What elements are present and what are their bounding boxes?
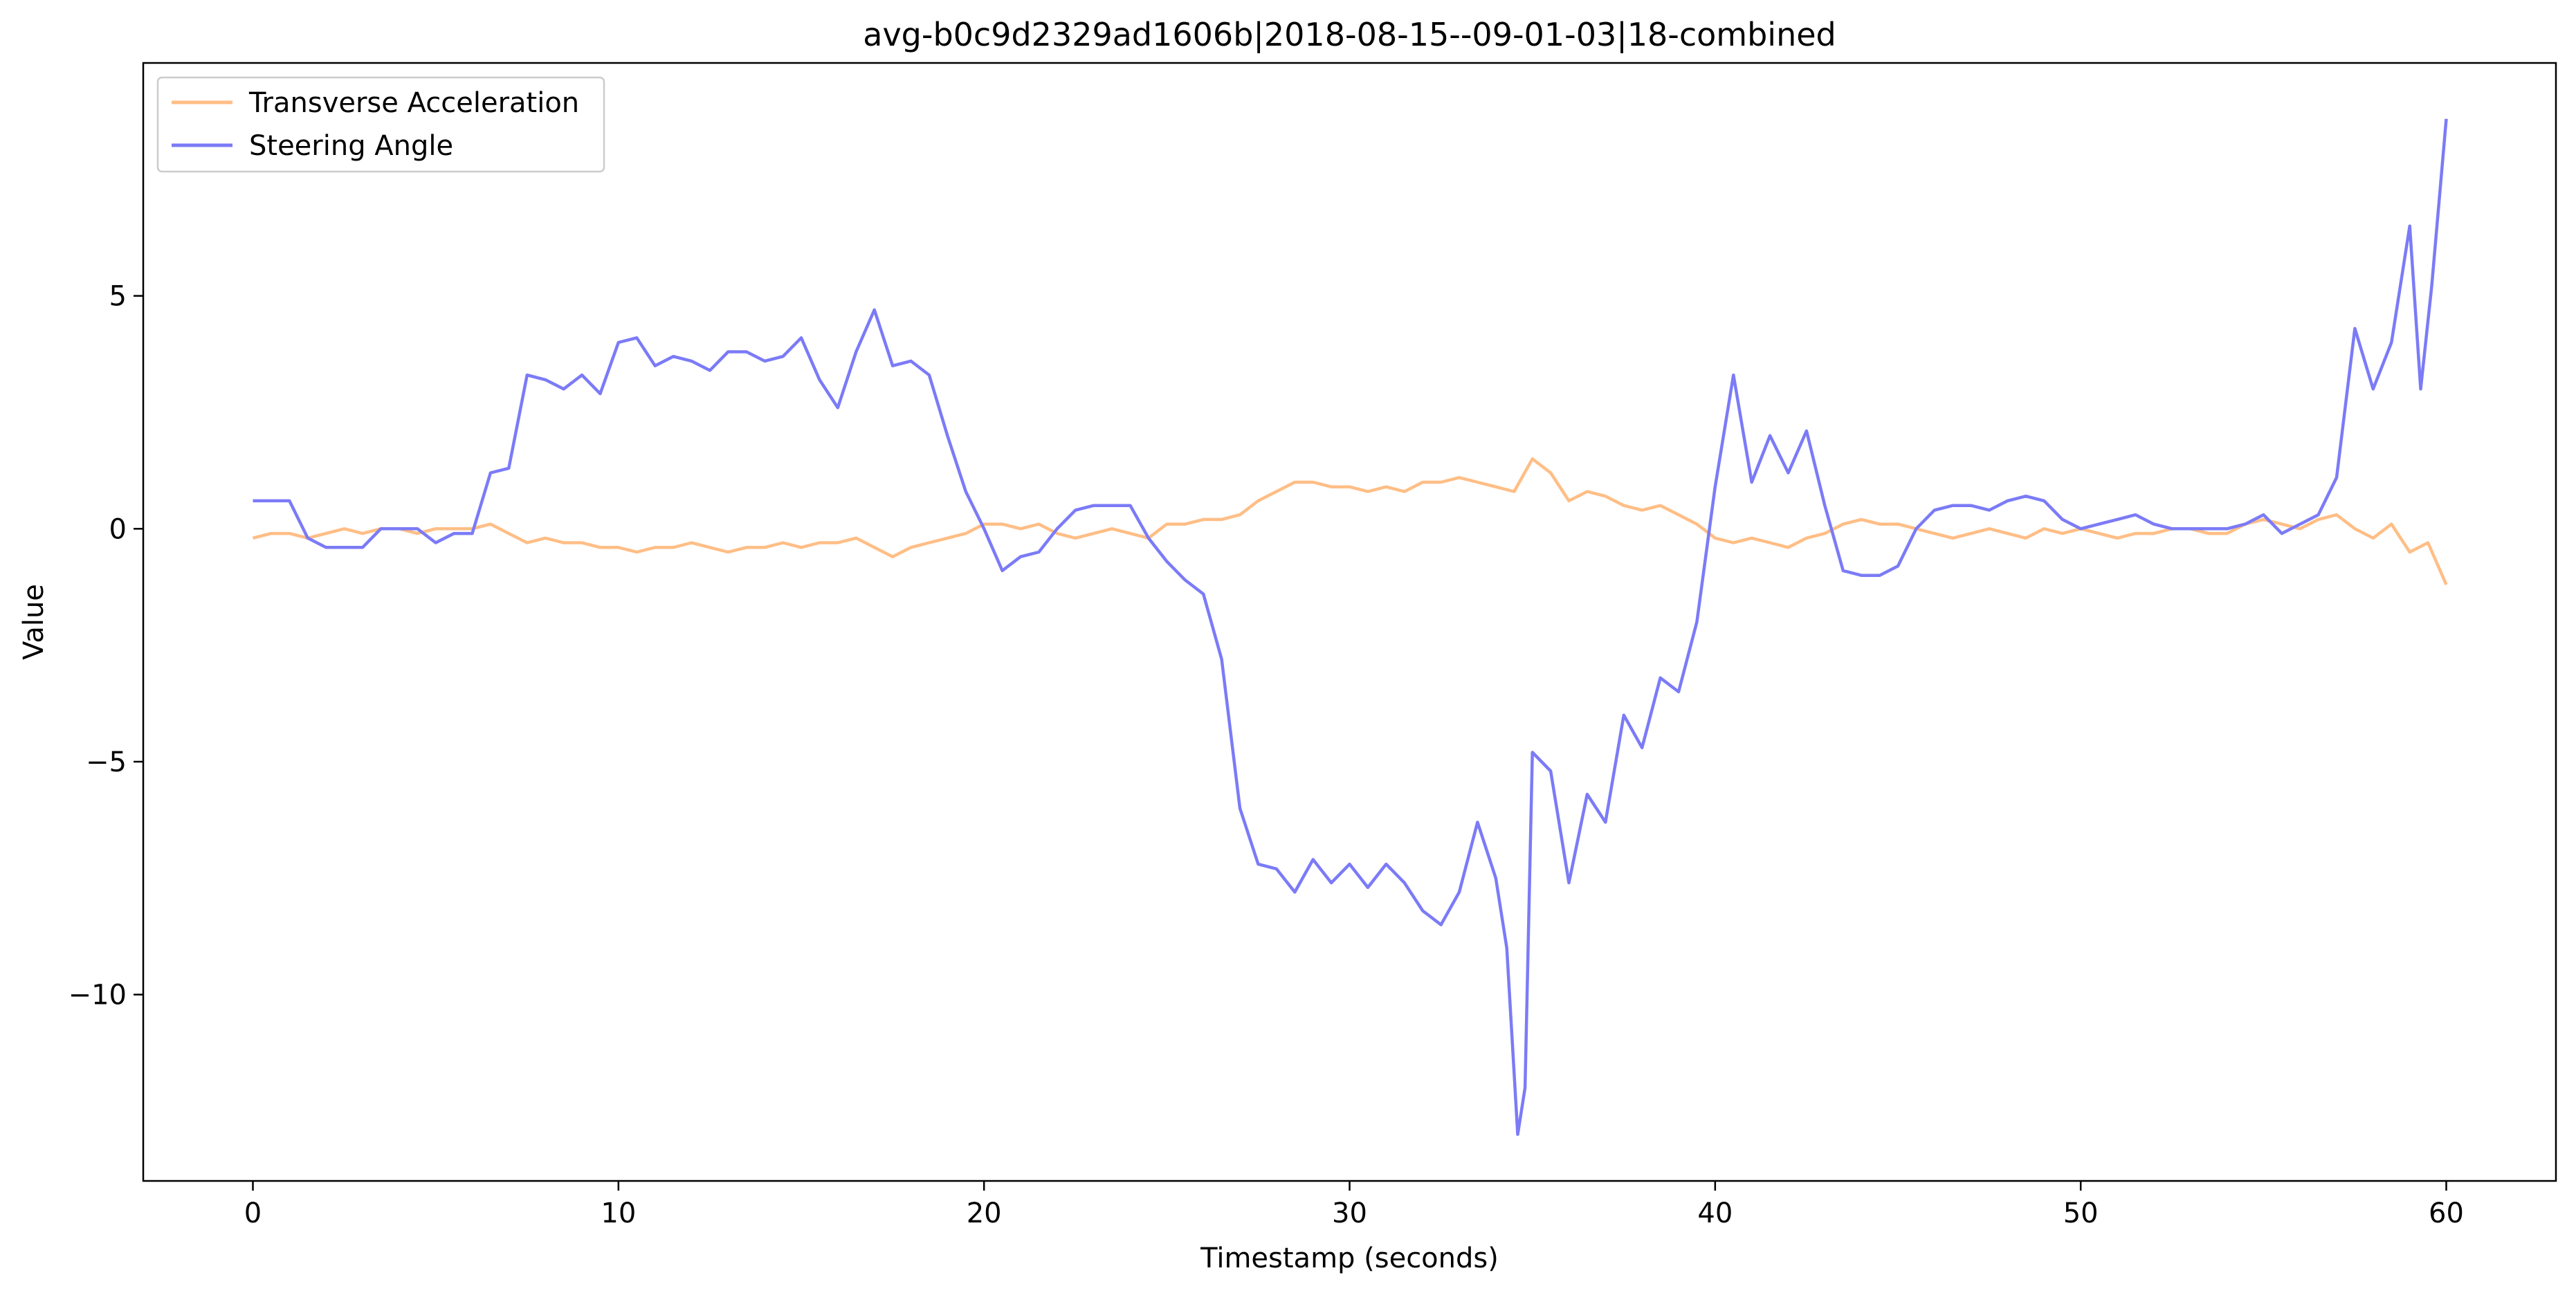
x-tick-label: 30 <box>1332 1198 1367 1229</box>
y-axis-label: Value <box>18 584 50 660</box>
x-tick-label: 0 <box>244 1198 262 1229</box>
legend-label-transverse-acceleration: Transverse Acceleration <box>248 87 579 119</box>
series-line-transverse-acceleration <box>252 457 2448 585</box>
x-axis-label: Timestamp (seconds) <box>1200 1242 1499 1274</box>
y-tick-label: −10 <box>68 980 127 1011</box>
x-tick-label: 50 <box>2063 1198 2099 1229</box>
series-line-steering-angle <box>253 118 2448 1136</box>
legend: Transverse Acceleration Steering Angle <box>156 76 605 173</box>
chart-title: avg-b0c9d2329ad1606b|2018-08-15--09-01-0… <box>863 16 1836 54</box>
axes-frame <box>142 62 2557 1182</box>
x-tick-label: 20 <box>967 1198 1002 1229</box>
legend-box <box>156 76 605 173</box>
x-tick-label: 60 <box>2429 1198 2464 1229</box>
y-tick-label: −5 <box>86 746 127 778</box>
y-tick-label: 5 <box>109 281 127 313</box>
y-tick-label: 0 <box>109 513 127 545</box>
plot-area <box>252 118 2448 1136</box>
x-tick-label: 10 <box>601 1198 636 1229</box>
legend-label-steering-angle: Steering Angle <box>249 130 453 162</box>
x-tick-label: 40 <box>1697 1198 1733 1229</box>
